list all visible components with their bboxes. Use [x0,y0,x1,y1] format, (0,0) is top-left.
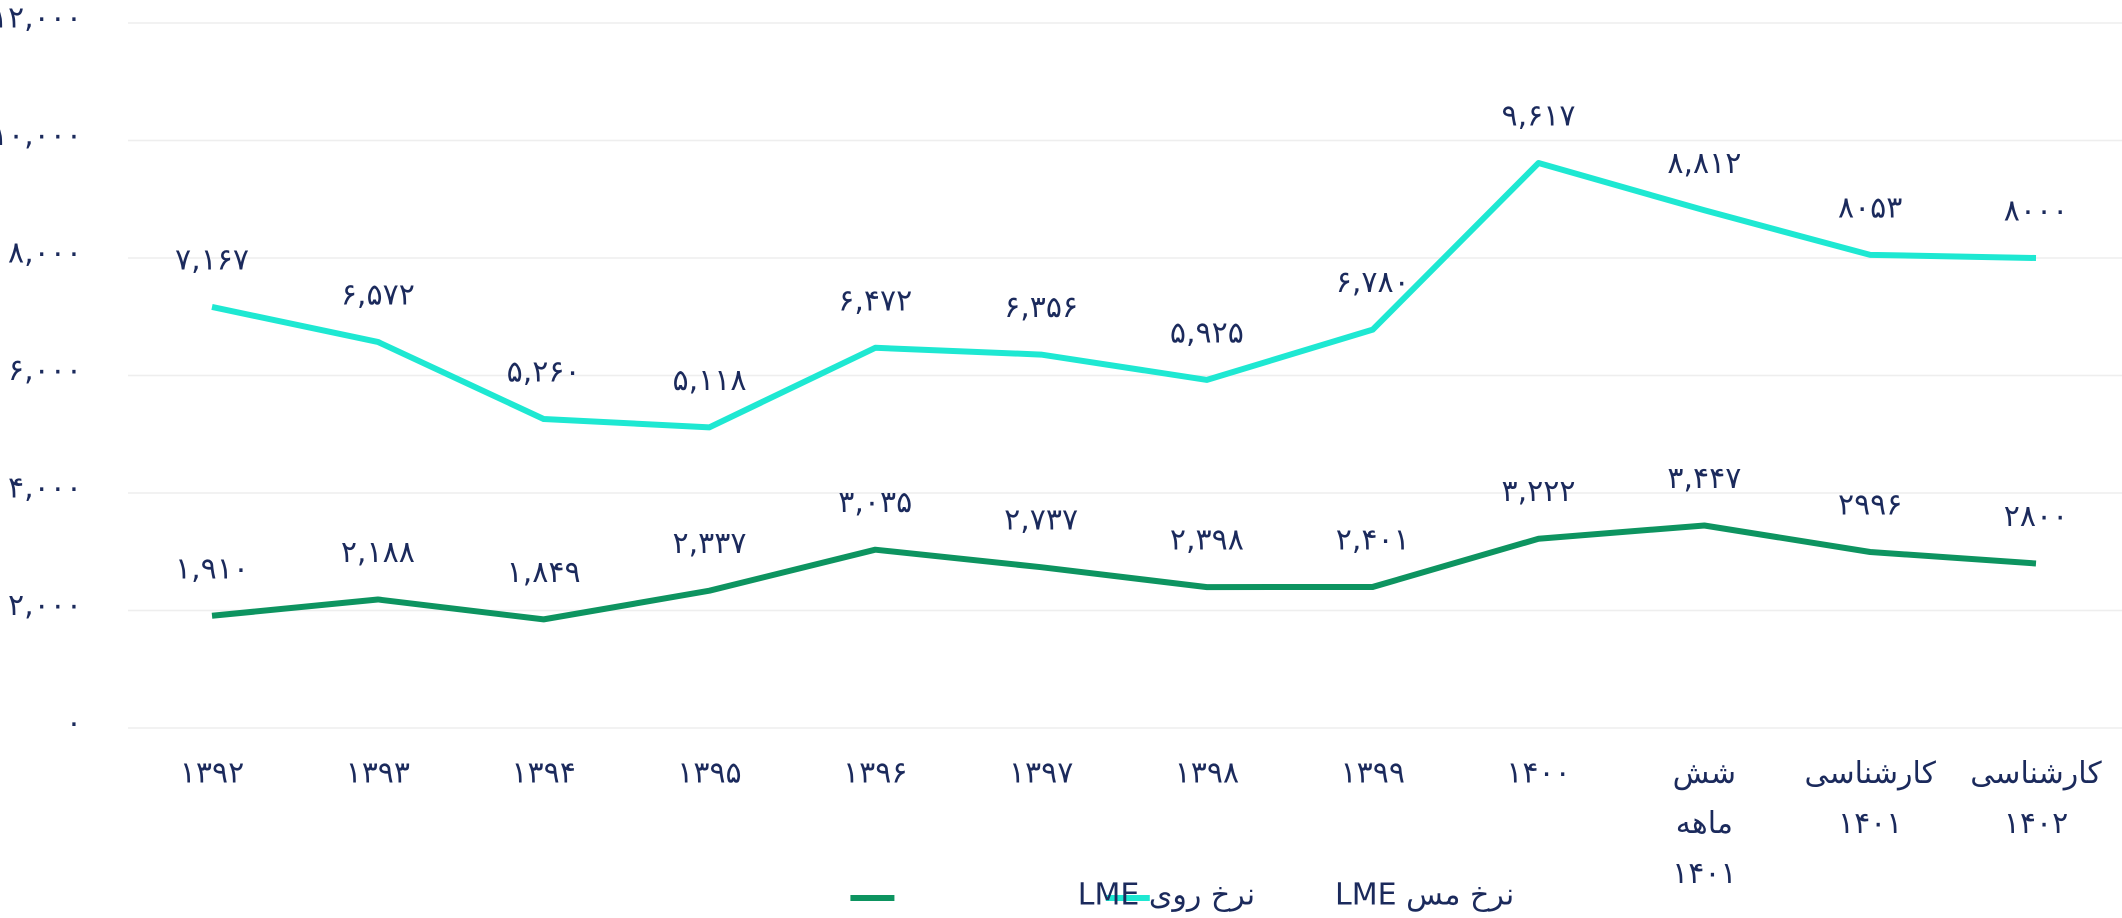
data-label: ۶,۴۷۲ [838,283,912,318]
data-label: ۵,۲۶۰ [507,354,581,389]
series-line [211,160,2037,431]
x-tick-label: ۱۳۹۲ [180,756,244,791]
data-label: ۵,۱۱۸ [672,363,746,398]
data-label: ۲۸۰۰ [2004,499,2068,534]
data-label: ۱,۹۱۰ [175,551,249,586]
data-label: ۳,۴۴۷ [1667,461,1741,496]
y-tick-label: ۰ [66,706,82,741]
y-tick-label: ۲,۰۰۰ [8,588,82,623]
x-tick-label: ۱۳۹۵ [677,756,741,791]
y-tick-label: ۱۲,۰۰۰ [0,1,82,36]
data-label: ۶,۷۸۰ [1336,265,1410,300]
x-tick-label: ۱۳۹۹ [1341,756,1405,791]
x-tick-label: ۱۳۹۸ [1175,756,1239,791]
y-tick-label: ۸,۰۰۰ [8,236,82,271]
x-tick-label: کارشناسی ۱۴۰۲ [1970,756,2102,841]
series-line [211,522,2037,623]
x-tick-label: ۱۳۹۴ [511,756,575,791]
data-label: ۱,۸۴۹ [507,555,581,590]
data-label: ۲۹۹۶ [1838,487,1902,522]
data-label: ۲,۷۳۷ [1004,503,1078,538]
x-tick-label: ۱۳۹۷ [1009,756,1073,791]
data-label: ۸۰۰۰ [2004,194,2068,229]
data-label: ۷,۱۶۷ [175,242,249,277]
data-label: ۳,۰۳۵ [838,485,912,520]
legend-label: نرخ مس LME [1335,878,1514,913]
data-label: ۲,۴۰۱ [1336,522,1410,557]
x-tick-label: ۱۳۹۳ [346,756,410,791]
data-label: ۵,۹۲۵ [1170,315,1244,350]
x-tick-label: ۱۴۰۰ [1506,756,1570,791]
data-label: ۸,۸۱۲ [1667,146,1741,181]
data-label: ۹,۶۱۷ [1502,99,1576,134]
data-label: ۶,۳۵۶ [1004,290,1078,325]
x-tick-label: ۱۳۹۶ [843,756,907,791]
y-tick-label: ۱۰,۰۰۰ [0,118,82,153]
x-tick-label: کارشناسی ۱۴۰۱ [1804,756,1936,841]
legend-label: نرخ روی LME [1078,878,1255,913]
y-tick-label: ۴,۰۰۰ [8,471,82,506]
data-label: ۸۰۵۳ [1838,190,1902,225]
data-label: ۶,۵۷۲ [341,277,415,312]
data-label: ۳,۲۲۲ [1502,474,1576,509]
x-tick-label: شش ماهه ۱۴۰۱ [1672,756,1736,891]
data-label: ۲,۳۳۷ [672,526,746,561]
data-label: ۲,۱۸۸ [341,535,415,570]
data-label: ۲,۳۹۸ [1170,523,1244,558]
y-tick-label: ۶,۰۰۰ [8,353,82,388]
